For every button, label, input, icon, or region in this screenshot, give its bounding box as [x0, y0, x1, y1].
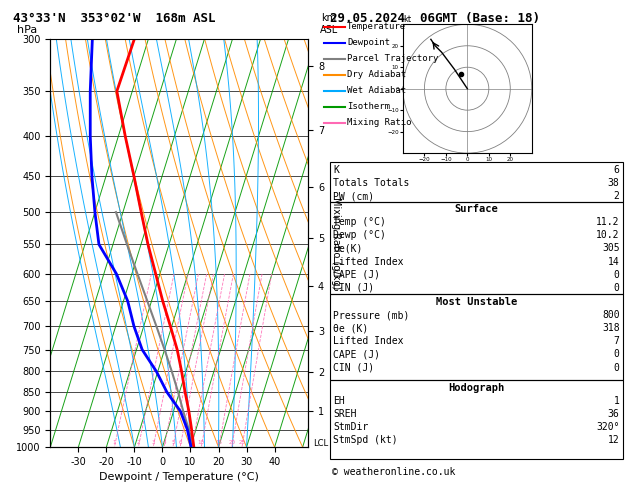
Text: 4: 4 [162, 440, 166, 445]
Text: 7: 7 [614, 336, 620, 347]
Text: 38: 38 [608, 178, 620, 189]
Text: 0: 0 [614, 363, 620, 373]
Text: 2: 2 [614, 191, 620, 202]
Text: Lifted Index: Lifted Index [333, 336, 404, 347]
Text: Dewpoint: Dewpoint [347, 38, 390, 47]
Text: © weatheronline.co.uk: © weatheronline.co.uk [332, 467, 455, 477]
X-axis label: Dewpoint / Temperature (°C): Dewpoint / Temperature (°C) [99, 472, 259, 483]
Text: 1: 1 [113, 440, 116, 445]
Text: 800: 800 [602, 310, 620, 320]
Text: 2: 2 [136, 440, 140, 445]
Text: θe(K): θe(K) [333, 243, 363, 254]
Text: CAPE (J): CAPE (J) [333, 270, 381, 280]
Text: CIN (J): CIN (J) [333, 283, 374, 293]
Text: 25: 25 [238, 440, 245, 445]
Text: 305: 305 [602, 243, 620, 254]
Text: SREH: SREH [333, 409, 357, 419]
Text: 0: 0 [614, 270, 620, 280]
Text: 43°33'N  353°02'W  168m ASL: 43°33'N 353°02'W 168m ASL [13, 12, 215, 25]
Text: 10.2: 10.2 [596, 230, 620, 241]
Text: Isotherm: Isotherm [347, 103, 390, 111]
Text: 6: 6 [614, 165, 620, 175]
Text: Wet Adiabat: Wet Adiabat [347, 87, 406, 95]
Text: km
ASL: km ASL [320, 13, 338, 35]
Text: EH: EH [333, 396, 345, 406]
Text: 36: 36 [608, 409, 620, 419]
Text: 0: 0 [614, 349, 620, 360]
Text: LCL: LCL [313, 439, 328, 448]
Text: hPa: hPa [17, 25, 37, 35]
Text: 3: 3 [152, 440, 155, 445]
Text: Pressure (mb): Pressure (mb) [333, 310, 409, 320]
Text: 5: 5 [171, 440, 175, 445]
Text: 8: 8 [190, 440, 194, 445]
Text: 10: 10 [198, 440, 205, 445]
Text: 0: 0 [614, 283, 620, 293]
Text: Surface: Surface [455, 204, 498, 214]
Text: StmDir: StmDir [333, 422, 369, 433]
Text: Parcel Trajectory: Parcel Trajectory [347, 54, 438, 63]
Text: 11.2: 11.2 [596, 217, 620, 227]
Text: 320°: 320° [596, 422, 620, 433]
Text: Dewp (°C): Dewp (°C) [333, 230, 386, 241]
Text: CIN (J): CIN (J) [333, 363, 374, 373]
Text: StmSpd (kt): StmSpd (kt) [333, 435, 398, 446]
Text: Lifted Index: Lifted Index [333, 257, 404, 267]
Text: 29.05.2024  06GMT (Base: 18): 29.05.2024 06GMT (Base: 18) [330, 12, 540, 25]
Text: Dry Adiabat: Dry Adiabat [347, 70, 406, 79]
Text: 15: 15 [215, 440, 223, 445]
Text: Hodograph: Hodograph [448, 383, 504, 393]
Text: Temperature: Temperature [347, 22, 406, 31]
Text: CAPE (J): CAPE (J) [333, 349, 381, 360]
Text: Most Unstable: Most Unstable [436, 297, 517, 307]
Y-axis label: Mixing Ratio (g/kg): Mixing Ratio (g/kg) [331, 197, 341, 289]
Text: Totals Totals: Totals Totals [333, 178, 409, 189]
Text: 12: 12 [608, 435, 620, 446]
Text: 6: 6 [179, 440, 182, 445]
Text: θe (K): θe (K) [333, 323, 369, 333]
Text: 318: 318 [602, 323, 620, 333]
Text: 20: 20 [228, 440, 235, 445]
Text: kt: kt [403, 15, 411, 24]
Text: PW (cm): PW (cm) [333, 191, 374, 202]
Text: Mixing Ratio: Mixing Ratio [347, 119, 412, 127]
Text: K: K [333, 165, 339, 175]
Text: Temp (°C): Temp (°C) [333, 217, 386, 227]
Text: 1: 1 [614, 396, 620, 406]
Text: 14: 14 [608, 257, 620, 267]
